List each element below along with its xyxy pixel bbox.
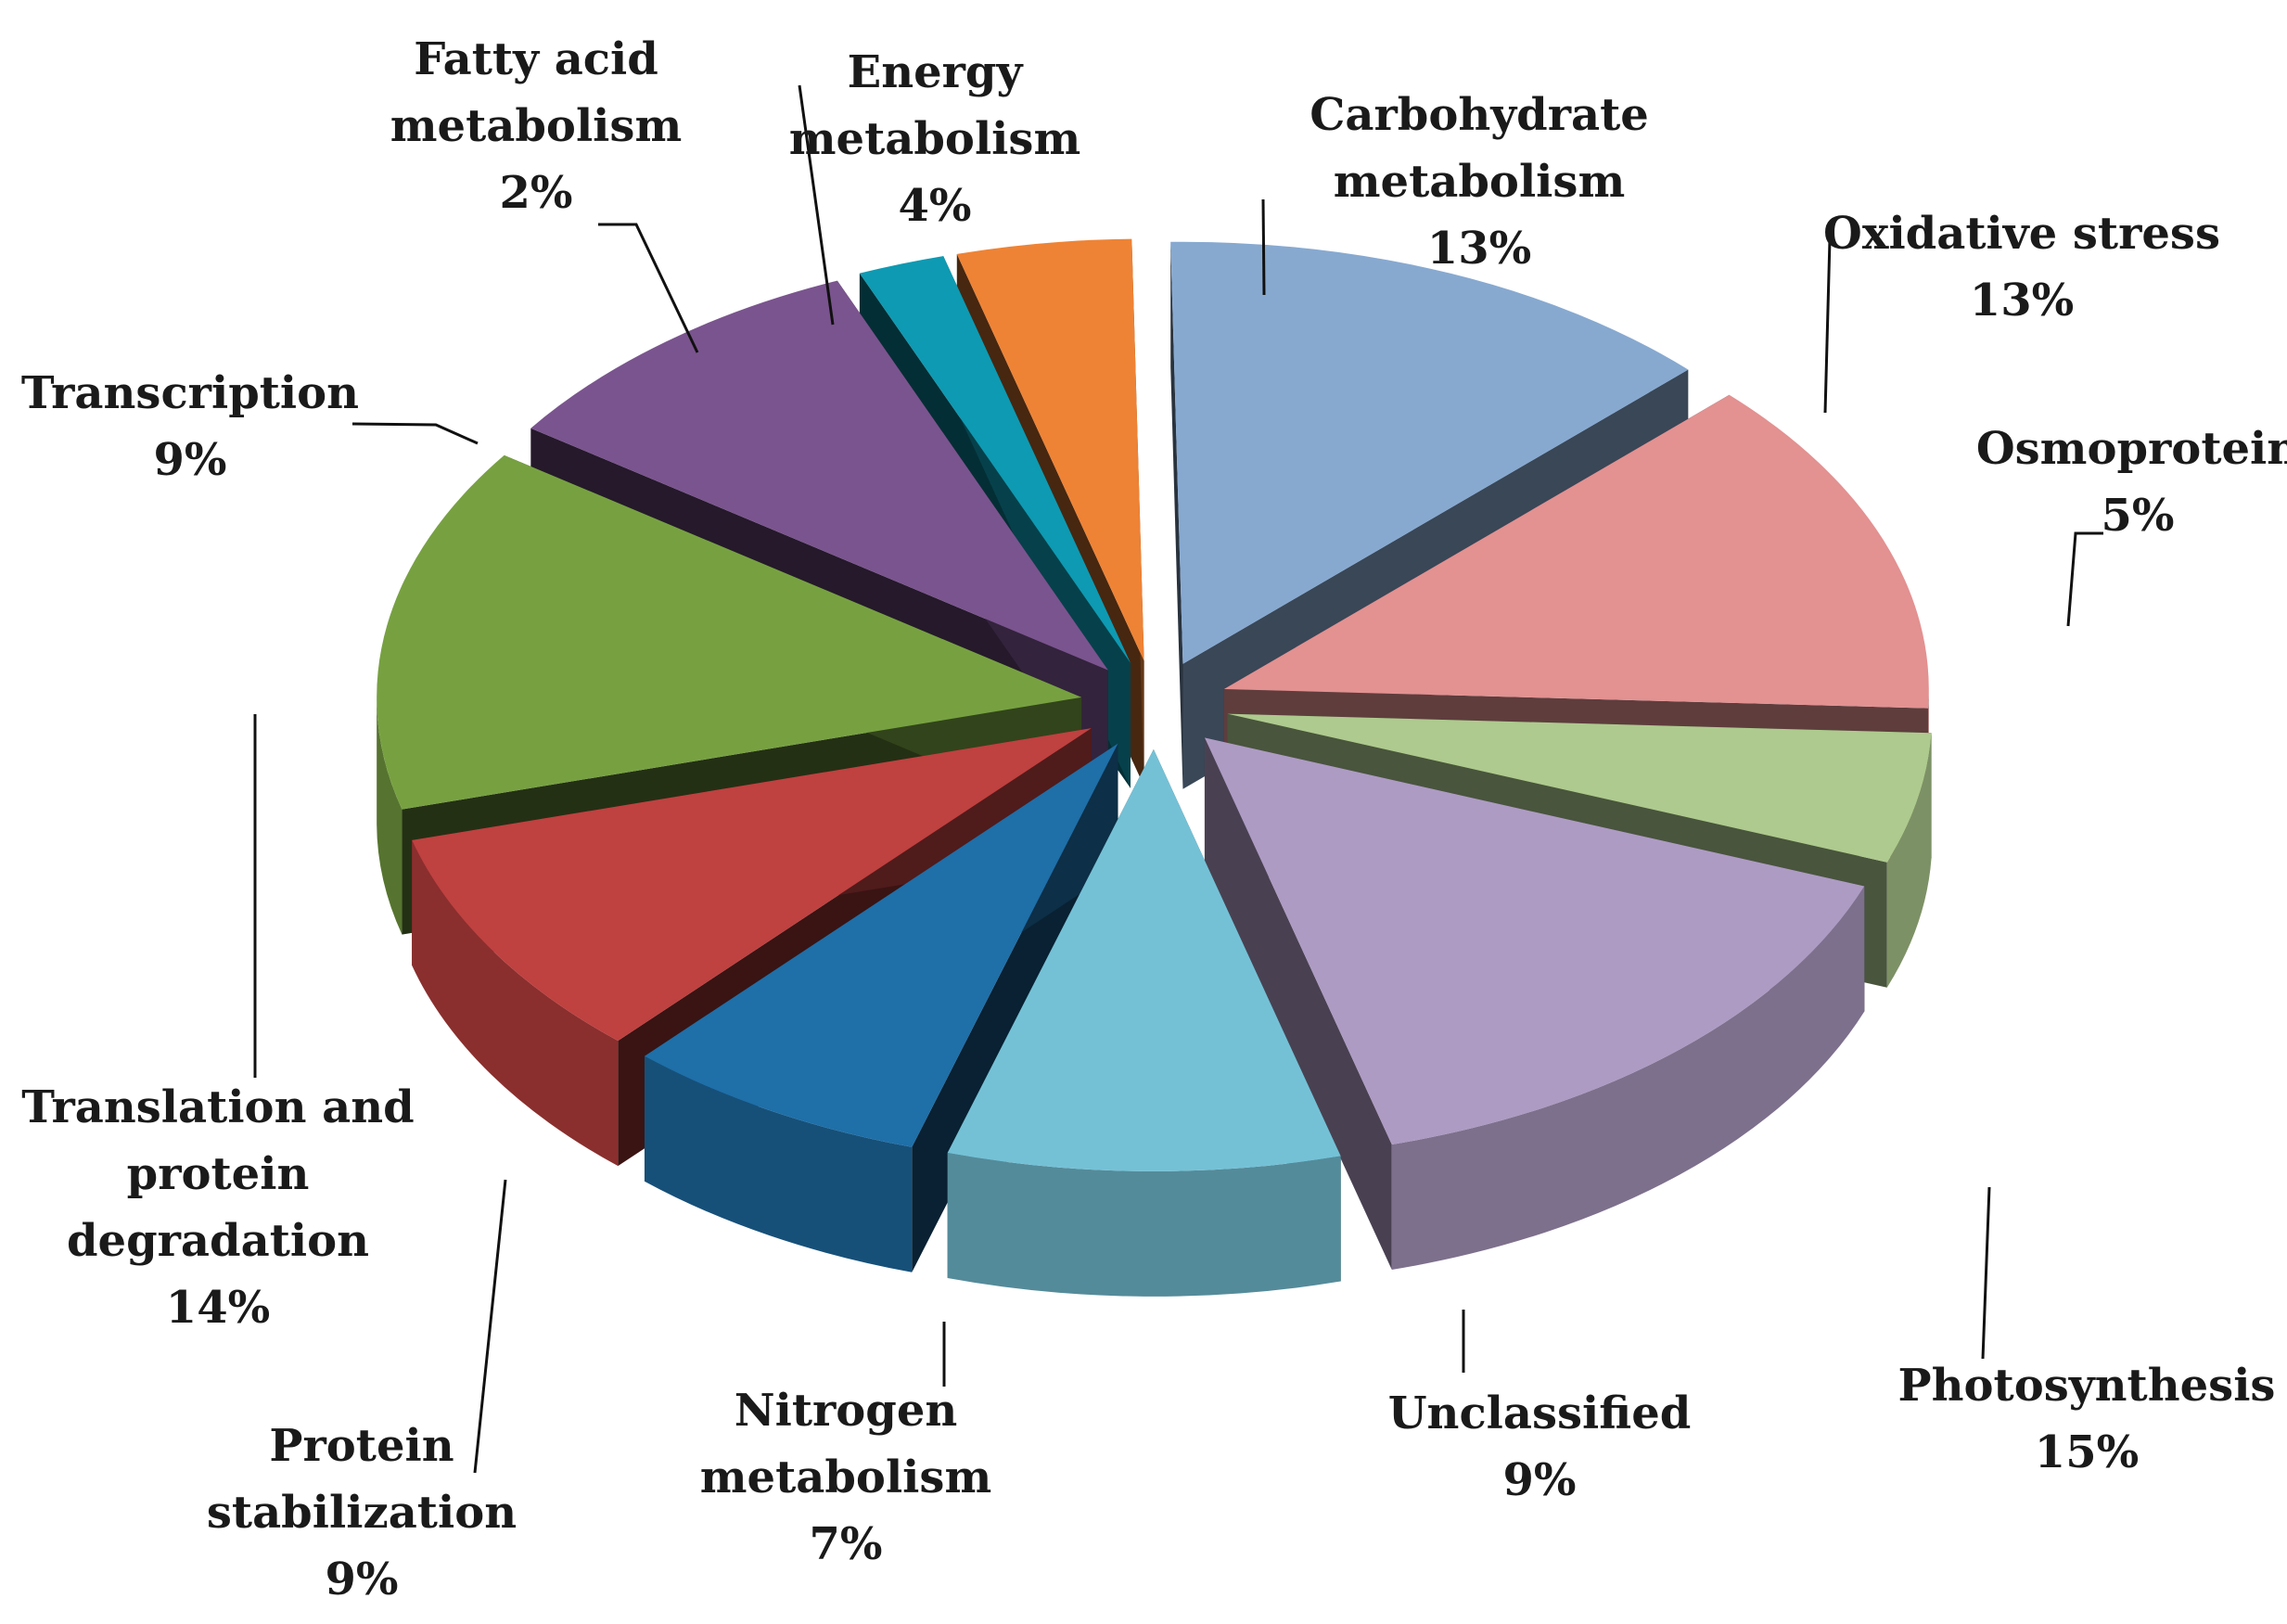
percent-label-osmoprotein: 5% (2101, 490, 2174, 542)
leader-transcription (351, 422, 479, 445)
slice-unclassified (947, 748, 1341, 1171)
slice-label-fatty-acid-metabolism: metabolism (390, 100, 682, 152)
leader-oxidative-stress (1823, 238, 1832, 414)
slice-rim-translation-and-protein-degradation (377, 697, 402, 935)
slice-photosynthesis (1204, 737, 1865, 1145)
leader-energy-metabolism (798, 84, 835, 326)
slice-label-fatty-acid-metabolism: Fatty acid (414, 33, 658, 85)
leader-protein-stabilization (473, 1179, 507, 1474)
slice-label-translation-and-protein-degradation: Translation and (21, 1081, 414, 1133)
slice-labels: Carbohydrate metabolism 13% Oxidative stres… (21, 33, 2287, 1605)
slice-fatty-acid-metabolism (859, 256, 1131, 663)
slice-rim-unclassified (947, 1153, 1341, 1297)
slice-label-translation-and-protein-degradation: degradation (67, 1215, 369, 1267)
percent-label-fatty-acid-metabolism: 2% (499, 167, 572, 219)
slice-protein-stabilization (412, 728, 1092, 1042)
slice-wall-photosynthesis (1204, 737, 1392, 1271)
percent-label-carbohydrate-metabolism: 13% (1427, 223, 1531, 275)
slice-rim-osmoprotein (1886, 733, 1932, 988)
slice-label-osmoprotein: Osmoprotein (1976, 423, 2287, 475)
slice-label-energy-metabolism: metabolism (789, 113, 1080, 165)
slice-label-energy-metabolism: Energy (848, 46, 1025, 98)
percent-label-energy-metabolism: 4% (898, 180, 971, 232)
percent-label-translation-and-protein-degradation: 14% (166, 1282, 270, 1334)
slice-label-photosynthesis: Photosynthesis (1898, 1360, 2276, 1412)
slice-rim-photosynthesis (1391, 886, 1865, 1271)
slice-wall-carbohydrate-metabolism (1170, 241, 1183, 789)
slice-label-oxidative-stress: Oxidative stress (1823, 208, 2220, 260)
slice-carbohydrate-metabolism (1170, 241, 1689, 664)
slice-energy-metabolism (956, 238, 1144, 661)
percent-label-transcription: 9% (153, 434, 226, 486)
slice-label-nitrogen-metabolism: metabolism (700, 1451, 991, 1503)
slice-osmoprotein (1227, 713, 1932, 863)
percent-label-oxidative-stress: 13% (1970, 275, 2074, 326)
slice-rim-nitrogen-metabolism (644, 1055, 913, 1272)
slice-label-unclassified: Unclassified (1388, 1387, 1692, 1439)
slice-nitrogen-metabolism (644, 743, 1118, 1147)
percent-label-protein-stabilization: 9% (325, 1554, 398, 1605)
leader-fatty-acid-metabolism (598, 223, 699, 353)
percent-label-nitrogen-metabolism: 7% (809, 1518, 882, 1570)
percent-label-unclassified: 9% (1502, 1454, 1576, 1506)
percent-label-photosynthesis: 15% (2035, 1426, 2139, 1478)
slice-label-translation-and-protein-degradation: protein (127, 1148, 310, 1200)
leader-osmoprotein (2066, 531, 2103, 627)
leader-carbohydrate-metabolism (1261, 198, 1266, 296)
slice-label-protein-stabilization: Protein (269, 1420, 454, 1472)
slice-translation-and-protein-degradation (377, 454, 1082, 810)
slice-label-nitrogen-metabolism: Nitrogen (735, 1385, 958, 1437)
slice-rim-protein-stabilization (412, 839, 619, 1167)
slice-oxidative-stress (1223, 394, 1929, 709)
slice-label-transcription: Transcription (21, 367, 359, 419)
leader-photosynthesis (1981, 1186, 1991, 1360)
slice-tops (377, 238, 1932, 1171)
slice-transcription (530, 280, 1108, 671)
slice-label-carbohydrate-metabolism: Carbohydrate (1310, 89, 1649, 141)
slice-label-protein-stabilization: stabilization (207, 1487, 517, 1539)
label-leaders (253, 84, 2103, 1474)
slice-label-carbohydrate-metabolism: metabolism (1334, 156, 1625, 208)
